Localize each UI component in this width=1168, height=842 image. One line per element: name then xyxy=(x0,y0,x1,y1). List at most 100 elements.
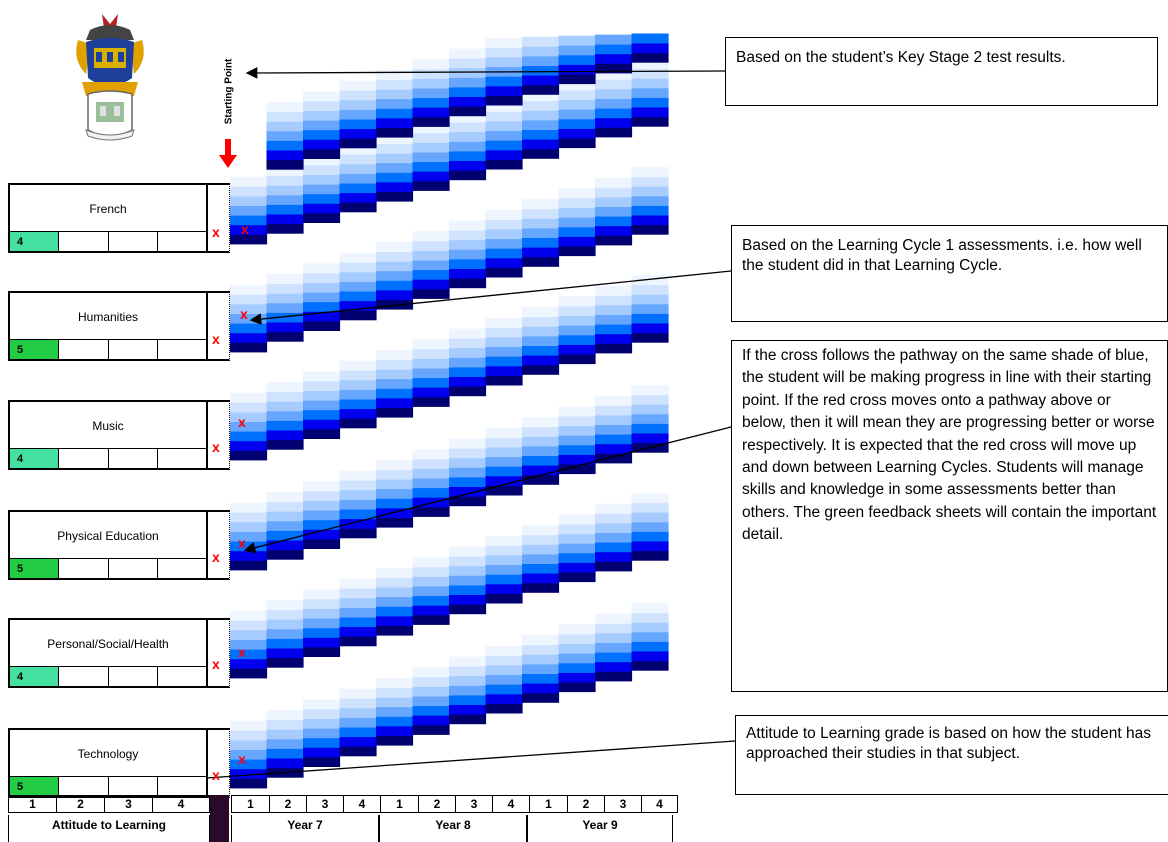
pathway-step xyxy=(230,333,267,343)
attitude-to-learning-label: Attitude to Learning xyxy=(8,815,210,842)
pathway-step xyxy=(340,746,377,756)
pathway-step xyxy=(632,541,669,551)
pathway-step xyxy=(559,354,596,364)
pathway-step xyxy=(632,414,669,424)
pathway-step xyxy=(340,708,377,718)
pathway-step xyxy=(486,239,523,249)
pathway-step xyxy=(230,186,267,196)
pathway-step xyxy=(486,121,523,131)
pathway-step xyxy=(449,595,486,605)
pathway-step xyxy=(522,674,559,684)
pathway-step xyxy=(413,449,450,459)
empty-grade-cell xyxy=(109,559,158,578)
pathway-step xyxy=(632,186,669,196)
pathway-step xyxy=(413,586,450,596)
pathway-step xyxy=(449,377,486,387)
starting-point-cross-marker: x xyxy=(212,440,220,454)
pathway-step xyxy=(340,689,377,699)
empty-grade-cell xyxy=(158,449,206,468)
pathway-step xyxy=(376,626,413,636)
pathway-step xyxy=(303,175,340,185)
pathway-step xyxy=(340,145,377,155)
pathway-step xyxy=(449,338,486,348)
pathway-step xyxy=(376,587,413,597)
pathway-step xyxy=(267,710,304,720)
pathway-step xyxy=(267,550,304,560)
pathway-step xyxy=(340,390,377,400)
pathway-step xyxy=(632,314,669,324)
pathway-step xyxy=(522,365,559,375)
pathway-step xyxy=(632,88,669,98)
axis-number: 3 xyxy=(604,795,641,813)
pathway-step xyxy=(267,185,304,195)
pathway-step xyxy=(230,649,267,659)
pathway-step xyxy=(522,228,559,238)
pathway-step xyxy=(449,122,486,132)
pathway-step xyxy=(230,422,267,432)
pathway-step xyxy=(413,557,450,567)
pathway-step xyxy=(595,127,632,137)
starting-point-cross-marker: x xyxy=(212,768,220,782)
pathway-step xyxy=(413,133,450,143)
attitude-grade-cell: 5 xyxy=(10,340,59,359)
subject-name: Personal/Social/Health xyxy=(10,620,206,667)
pathway-step xyxy=(230,730,267,740)
pathway-step xyxy=(486,584,523,594)
pathway-step xyxy=(413,488,450,498)
pathway-step xyxy=(376,606,413,616)
pathway-step xyxy=(303,381,340,391)
pathway-step xyxy=(267,293,304,303)
pathway-step xyxy=(303,391,340,401)
pathway-step xyxy=(522,218,559,228)
pathway-step xyxy=(449,386,486,396)
pathway-step xyxy=(303,599,340,609)
pathway-step xyxy=(522,120,559,130)
pathway-step xyxy=(486,112,523,122)
axis-number: 4 xyxy=(641,795,678,813)
pathway-step xyxy=(267,531,304,541)
pathway-step xyxy=(303,419,340,429)
pathway-step xyxy=(303,738,340,748)
pathway-step xyxy=(486,57,523,67)
pathway-step xyxy=(632,661,669,671)
learning-cycle-cross-marker: x xyxy=(238,536,246,550)
pathway-step xyxy=(267,121,304,131)
pathway-step xyxy=(413,567,450,577)
pathway-step xyxy=(376,300,413,310)
pathway-step xyxy=(413,459,450,469)
pathway-step xyxy=(486,704,523,714)
pathway-step xyxy=(267,430,304,440)
pathway-step xyxy=(267,322,304,332)
pathway-step xyxy=(559,246,596,256)
pathway-step xyxy=(595,434,632,444)
pathway-step xyxy=(486,675,523,685)
pathway-step xyxy=(413,715,450,725)
pathway-step xyxy=(413,677,450,687)
pathway-step xyxy=(486,476,523,486)
pathway-step xyxy=(376,479,413,489)
pathway-step xyxy=(632,503,669,513)
pathway-step xyxy=(303,91,340,101)
pathway-step xyxy=(595,504,632,514)
axis-number: 4 xyxy=(152,795,210,813)
pathway-step xyxy=(486,102,523,112)
pathway-step xyxy=(376,172,413,182)
pathway-step xyxy=(267,150,304,160)
pathway-step xyxy=(486,258,523,268)
pathway-step xyxy=(340,291,377,301)
pathway-step xyxy=(486,160,523,170)
pathway-step xyxy=(340,90,377,100)
starting-point-cross-marker: x xyxy=(212,332,220,346)
pathway-step xyxy=(486,131,523,141)
pathway-step xyxy=(595,79,632,89)
pathway-step xyxy=(230,611,267,621)
pathway-step xyxy=(559,435,596,445)
pathway-step xyxy=(632,78,669,88)
pathway-step xyxy=(595,633,632,643)
pathway-step xyxy=(230,196,267,206)
pathway-step xyxy=(486,536,523,546)
pathway-step xyxy=(595,108,632,118)
pathway-step xyxy=(340,193,377,203)
pathway-step xyxy=(522,149,559,159)
pathway-step xyxy=(230,668,267,678)
